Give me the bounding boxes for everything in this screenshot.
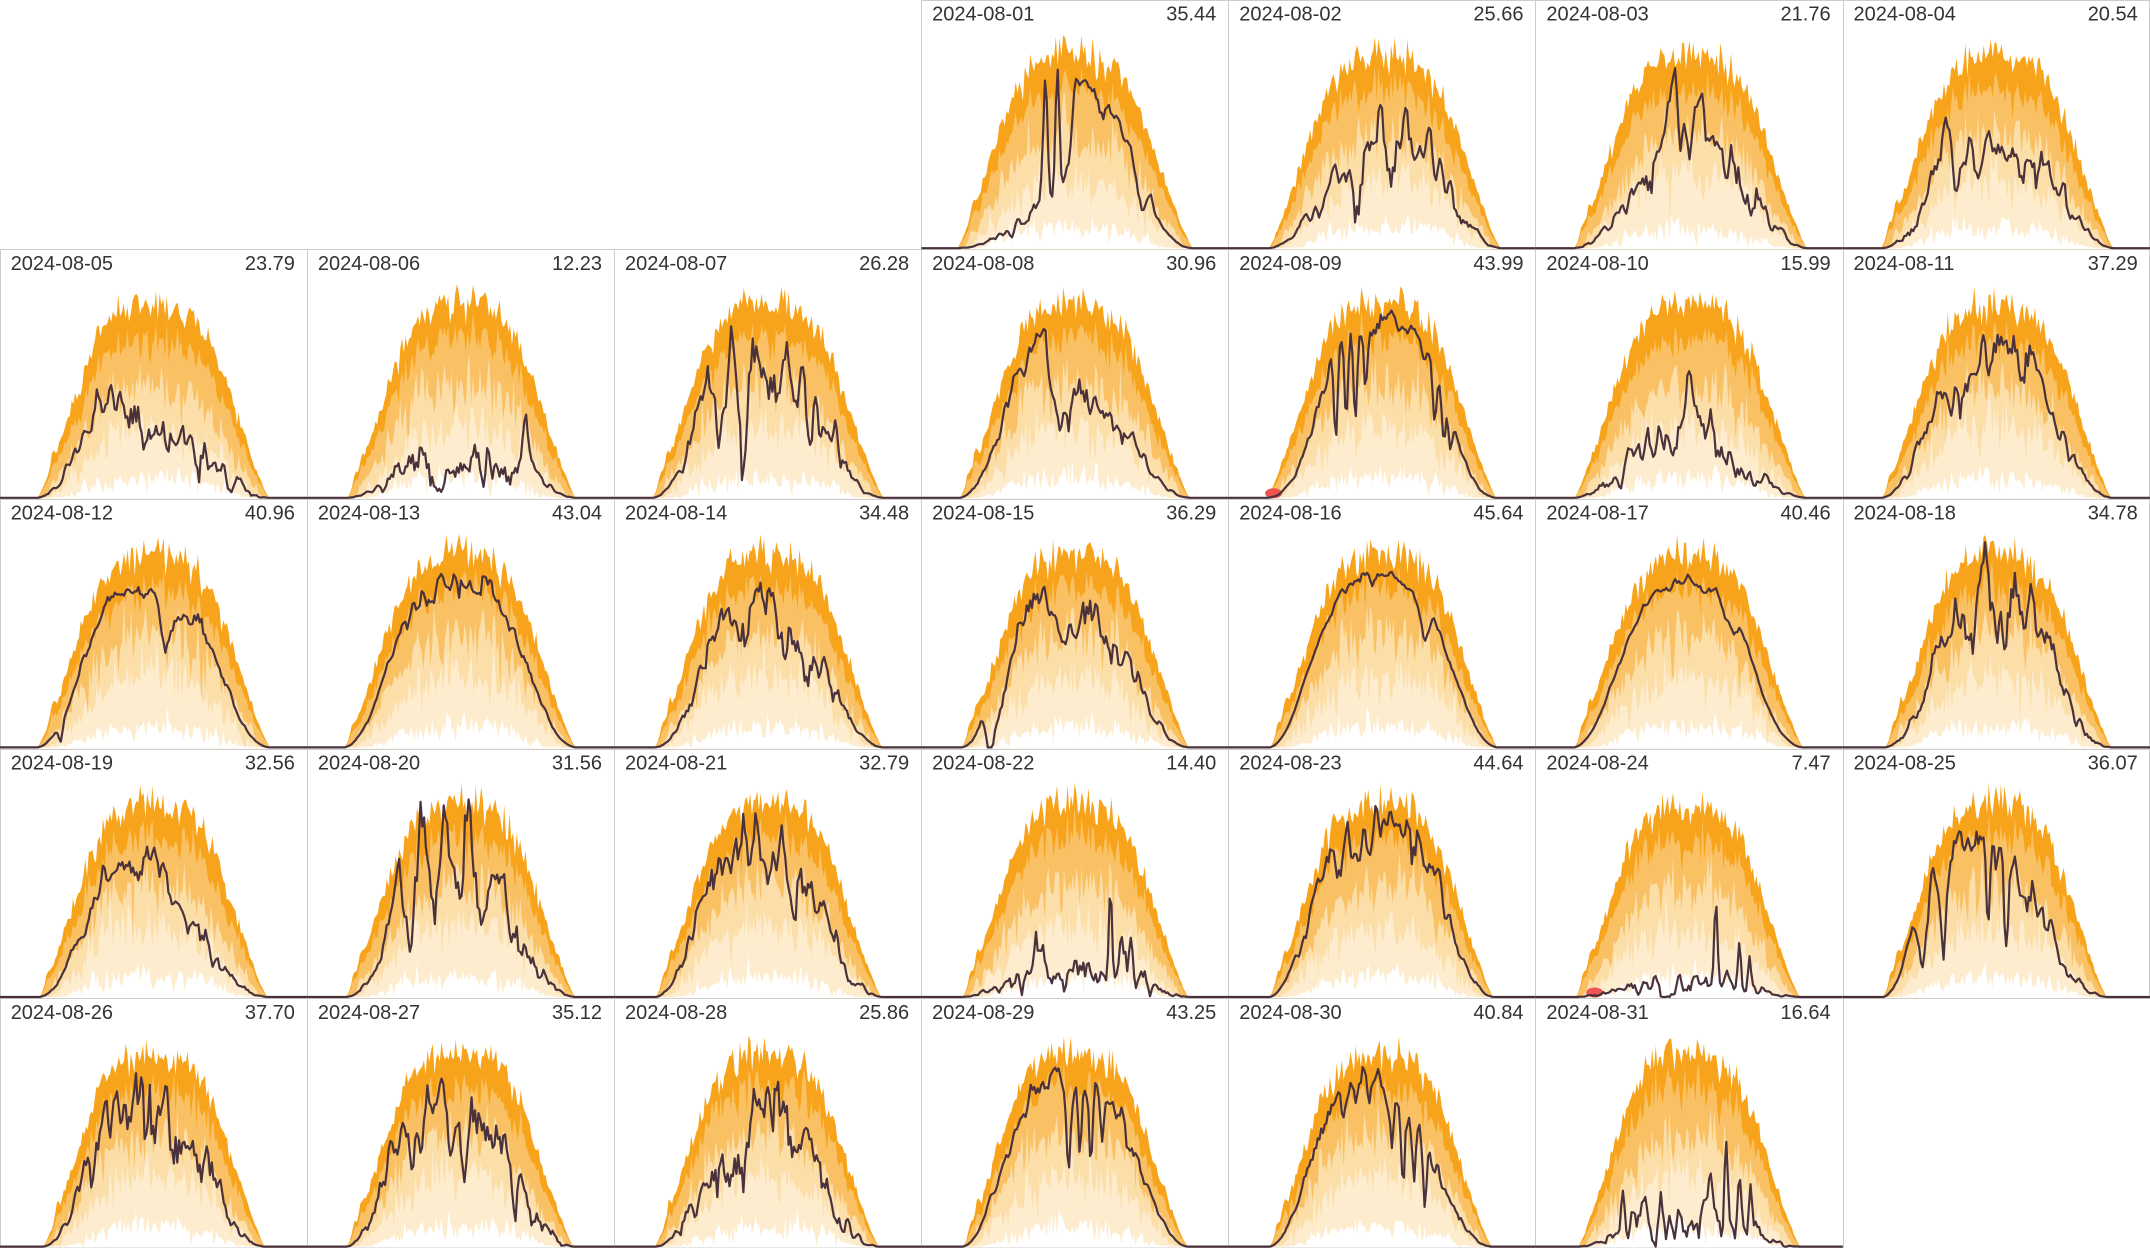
svg-text:2024-08-13: 2024-08-13 [318,503,420,525]
svg-text:16.64: 16.64 [1781,1002,1831,1024]
svg-text:2024-08-21: 2024-08-21 [625,752,727,774]
svg-text:21.76: 21.76 [1781,4,1831,26]
svg-text:45.64: 45.64 [1473,503,1523,525]
svg-text:37.70: 37.70 [245,1002,295,1024]
svg-text:40.84: 40.84 [1473,1002,1523,1024]
svg-text:2024-08-03: 2024-08-03 [1546,4,1648,26]
svg-text:2024-08-12: 2024-08-12 [11,503,113,525]
svg-text:2024-08-23: 2024-08-23 [1239,752,1341,774]
svg-text:15.99: 15.99 [1781,253,1831,275]
svg-text:2024-08-07: 2024-08-07 [625,253,727,275]
svg-text:31.56: 31.56 [552,752,602,774]
svg-text:2024-08-14: 2024-08-14 [625,503,727,525]
svg-text:2024-08-06: 2024-08-06 [318,253,420,275]
svg-text:7.47: 7.47 [1792,752,1831,774]
svg-text:2024-08-05: 2024-08-05 [11,253,113,275]
svg-text:23.79: 23.79 [245,253,295,275]
svg-text:14.40: 14.40 [1166,752,1216,774]
svg-text:43.25: 43.25 [1166,1002,1216,1024]
svg-text:20.54: 20.54 [2088,4,2138,26]
svg-text:2024-08-19: 2024-08-19 [11,752,113,774]
svg-text:2024-08-17: 2024-08-17 [1546,503,1648,525]
svg-text:2024-08-02: 2024-08-02 [1239,4,1341,26]
svg-text:32.56: 32.56 [245,752,295,774]
svg-text:32.79: 32.79 [859,752,909,774]
svg-text:2024-08-10: 2024-08-10 [1546,253,1648,275]
svg-text:40.46: 40.46 [1781,503,1831,525]
svg-text:30.96: 30.96 [1166,253,1216,275]
svg-text:2024-08-25: 2024-08-25 [1854,752,1956,774]
svg-text:2024-08-26: 2024-08-26 [11,1002,113,1024]
svg-text:2024-08-16: 2024-08-16 [1239,503,1341,525]
svg-text:2024-08-31: 2024-08-31 [1546,1002,1648,1024]
svg-text:2024-08-18: 2024-08-18 [1854,503,1956,525]
svg-text:34.78: 34.78 [2088,503,2138,525]
svg-text:35.12: 35.12 [552,1002,602,1024]
svg-text:35.44: 35.44 [1166,4,1216,26]
svg-text:2024-08-11: 2024-08-11 [1854,253,1955,275]
svg-text:25.86: 25.86 [859,1002,909,1024]
svg-text:2024-08-08: 2024-08-08 [932,253,1034,275]
svg-text:2024-08-29: 2024-08-29 [932,1002,1034,1024]
svg-text:40.96: 40.96 [245,503,295,525]
svg-text:12.23: 12.23 [552,253,602,275]
svg-text:36.29: 36.29 [1166,503,1216,525]
svg-text:2024-08-20: 2024-08-20 [318,752,420,774]
svg-text:2024-08-22: 2024-08-22 [932,752,1034,774]
svg-text:2024-08-09: 2024-08-09 [1239,253,1341,275]
svg-text:34.48: 34.48 [859,503,909,525]
svg-text:43.04: 43.04 [552,503,602,525]
svg-text:44.64: 44.64 [1473,752,1523,774]
svg-text:36.07: 36.07 [2088,752,2138,774]
svg-text:26.28: 26.28 [859,253,909,275]
svg-text:37.29: 37.29 [2088,253,2138,275]
svg-text:2024-08-24: 2024-08-24 [1546,752,1648,774]
svg-text:2024-08-01: 2024-08-01 [932,4,1034,26]
svg-text:2024-08-15: 2024-08-15 [932,503,1034,525]
svg-text:25.66: 25.66 [1473,4,1523,26]
svg-text:2024-08-28: 2024-08-28 [625,1002,727,1024]
svg-text:2024-08-04: 2024-08-04 [1854,4,1956,26]
svg-text:2024-08-30: 2024-08-30 [1239,1002,1341,1024]
svg-text:2024-08-27: 2024-08-27 [318,1002,420,1024]
svg-text:43.99: 43.99 [1473,253,1523,275]
